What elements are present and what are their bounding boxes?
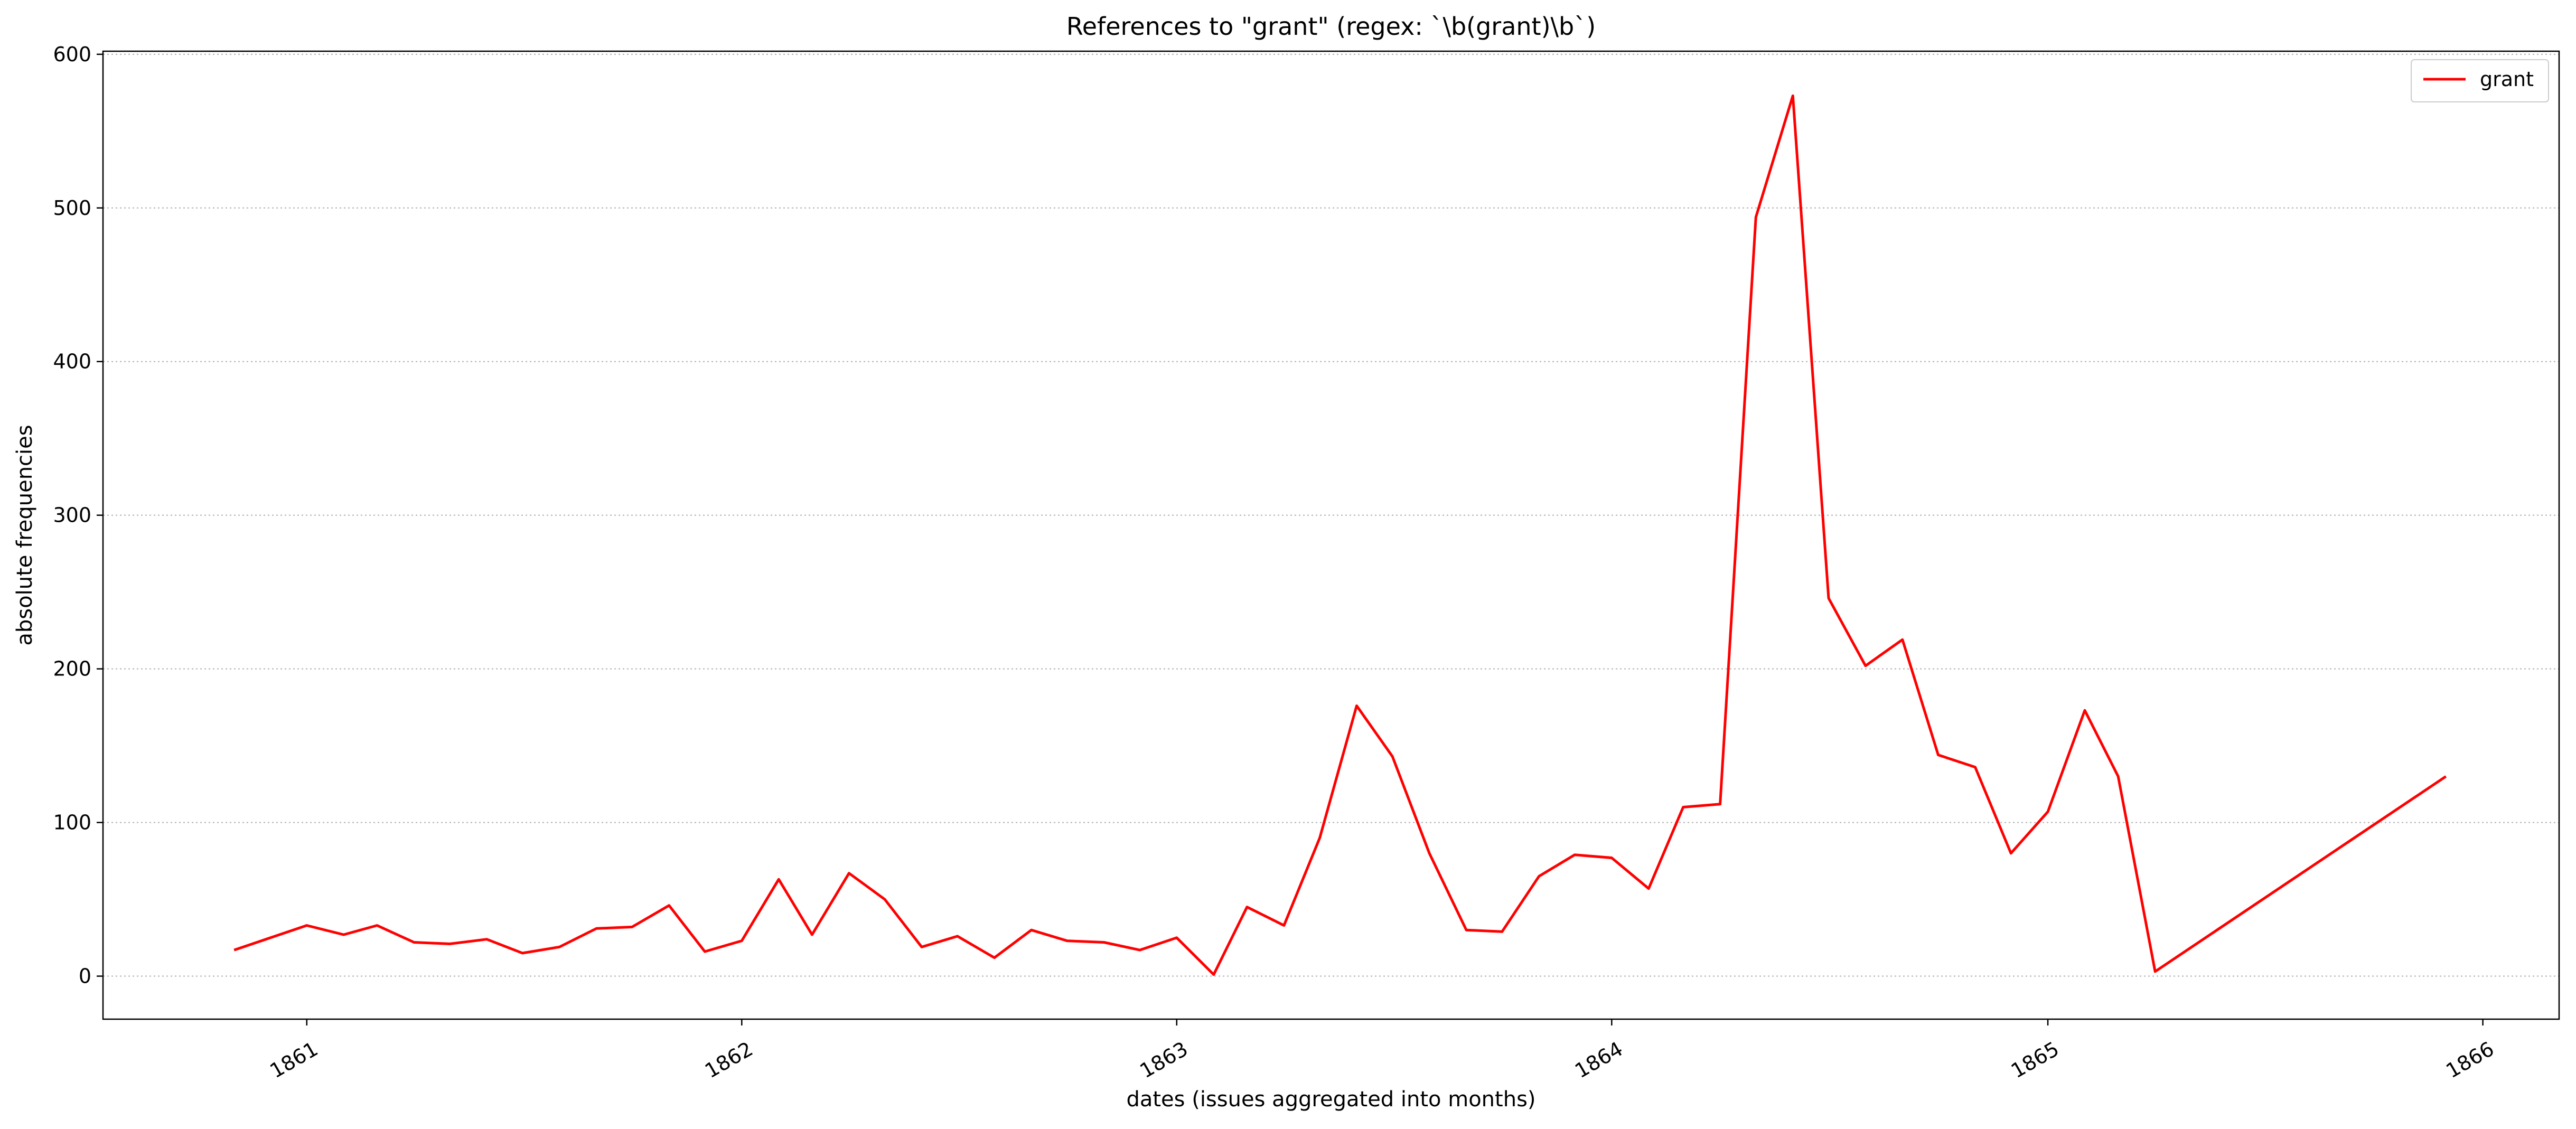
y-tick-label-400: 400 [53,350,91,373]
y-tick-label-200: 200 [53,657,91,681]
y-axis-ticks: 0 100 200 300 400 500 600 [53,43,103,988]
legend-box [2411,59,2549,102]
x-axis-label: dates (issues aggregated into months) [1126,1087,1535,1112]
grid-lines [103,53,2559,977]
y-tick-label-0: 0 [79,965,91,988]
y-axis-label: absolute frequencies [13,425,37,645]
y-tick-label-600: 600 [53,43,91,66]
y-tick-label-100: 100 [53,811,91,834]
legend: grant [2411,59,2549,102]
y-tick-label-500: 500 [53,196,91,220]
series-layer [233,94,2447,976]
chart-title: References to "grant" (regex: `\b(grant)… [1066,12,1596,41]
y-tick-label-300: 300 [53,504,91,527]
series-line-grant [233,94,2447,976]
legend-label-grant: grant [2480,68,2534,91]
plot-area-frame [102,50,2560,1020]
